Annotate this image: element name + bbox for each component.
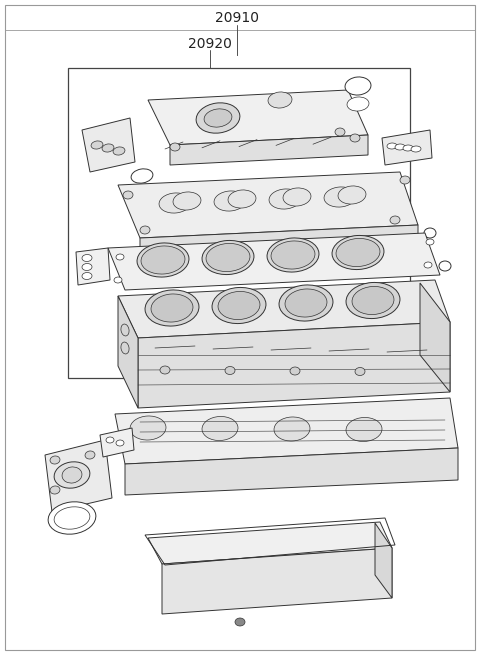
Ellipse shape <box>345 77 371 95</box>
Polygon shape <box>382 130 432 165</box>
Ellipse shape <box>439 261 451 271</box>
Ellipse shape <box>82 264 92 270</box>
Ellipse shape <box>279 285 333 321</box>
Polygon shape <box>170 135 368 165</box>
Ellipse shape <box>324 187 356 207</box>
Ellipse shape <box>85 451 95 459</box>
Ellipse shape <box>114 277 122 283</box>
Ellipse shape <box>424 228 436 238</box>
Polygon shape <box>148 90 368 145</box>
Polygon shape <box>420 283 450 392</box>
Ellipse shape <box>332 236 384 270</box>
Ellipse shape <box>355 367 365 375</box>
Ellipse shape <box>395 144 405 150</box>
Ellipse shape <box>228 190 256 208</box>
Ellipse shape <box>390 216 400 224</box>
Ellipse shape <box>102 144 114 152</box>
Ellipse shape <box>82 255 92 262</box>
Polygon shape <box>138 322 450 408</box>
Ellipse shape <box>338 186 366 204</box>
Ellipse shape <box>50 486 60 494</box>
Polygon shape <box>118 280 450 338</box>
Polygon shape <box>82 118 135 172</box>
Bar <box>68 68 410 378</box>
Ellipse shape <box>274 417 310 441</box>
Ellipse shape <box>159 193 191 213</box>
Ellipse shape <box>173 192 201 210</box>
Ellipse shape <box>62 467 82 483</box>
Ellipse shape <box>116 440 124 446</box>
Ellipse shape <box>235 618 245 626</box>
Polygon shape <box>375 523 392 598</box>
Ellipse shape <box>271 241 315 269</box>
Polygon shape <box>115 398 458 464</box>
Ellipse shape <box>196 103 240 133</box>
Ellipse shape <box>204 109 232 127</box>
Ellipse shape <box>218 291 260 319</box>
Ellipse shape <box>48 502 96 534</box>
Ellipse shape <box>268 92 292 108</box>
Ellipse shape <box>335 128 345 136</box>
Ellipse shape <box>151 294 193 322</box>
Ellipse shape <box>121 342 129 354</box>
Ellipse shape <box>106 437 114 443</box>
Ellipse shape <box>347 97 369 111</box>
Ellipse shape <box>225 367 235 375</box>
Polygon shape <box>118 172 418 238</box>
Ellipse shape <box>290 367 300 375</box>
Ellipse shape <box>352 287 394 314</box>
Ellipse shape <box>50 456 60 464</box>
Ellipse shape <box>400 176 410 184</box>
Ellipse shape <box>426 239 434 245</box>
Ellipse shape <box>170 143 180 151</box>
Ellipse shape <box>113 147 125 155</box>
Ellipse shape <box>214 191 246 211</box>
Polygon shape <box>108 233 440 290</box>
Ellipse shape <box>123 191 133 199</box>
Ellipse shape <box>82 272 92 279</box>
Ellipse shape <box>336 238 380 266</box>
Ellipse shape <box>267 238 319 272</box>
Ellipse shape <box>141 246 185 274</box>
Ellipse shape <box>160 366 170 374</box>
Ellipse shape <box>206 243 250 272</box>
Ellipse shape <box>411 146 421 152</box>
Ellipse shape <box>116 254 124 260</box>
Polygon shape <box>125 448 458 495</box>
Ellipse shape <box>145 290 199 326</box>
Ellipse shape <box>202 241 254 275</box>
Ellipse shape <box>130 416 166 440</box>
Ellipse shape <box>202 417 238 441</box>
Polygon shape <box>140 225 418 258</box>
Ellipse shape <box>285 289 327 317</box>
Polygon shape <box>100 428 134 457</box>
Text: 20910: 20910 <box>215 11 259 25</box>
Ellipse shape <box>212 287 266 323</box>
Polygon shape <box>118 296 138 408</box>
Ellipse shape <box>140 226 150 234</box>
Ellipse shape <box>387 143 397 149</box>
Ellipse shape <box>346 283 400 319</box>
Ellipse shape <box>350 134 360 142</box>
Ellipse shape <box>54 462 90 488</box>
Ellipse shape <box>269 189 301 209</box>
Ellipse shape <box>283 188 311 206</box>
Polygon shape <box>76 248 110 285</box>
Text: 20920: 20920 <box>188 37 232 51</box>
Ellipse shape <box>403 145 413 151</box>
Polygon shape <box>45 440 112 512</box>
Polygon shape <box>162 548 392 614</box>
Ellipse shape <box>424 262 432 268</box>
Ellipse shape <box>91 141 103 149</box>
Ellipse shape <box>121 324 129 336</box>
Polygon shape <box>148 522 392 564</box>
Ellipse shape <box>137 243 189 277</box>
Ellipse shape <box>346 417 382 441</box>
Ellipse shape <box>54 507 90 529</box>
Ellipse shape <box>131 169 153 183</box>
